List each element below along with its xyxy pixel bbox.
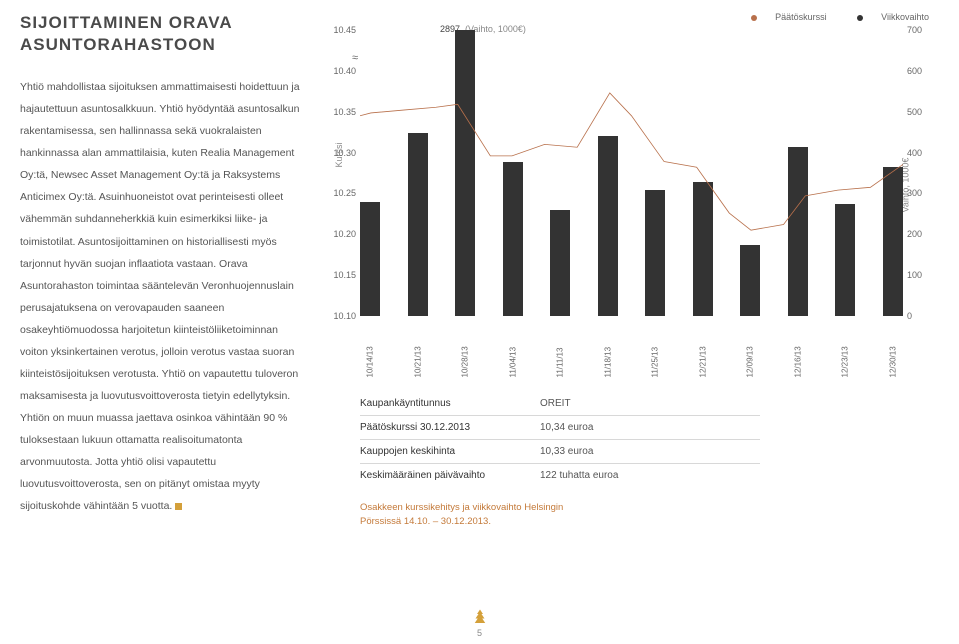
x-tick-label: 12/21/13 — [698, 358, 707, 378]
table-value: 10,33 euroa — [540, 446, 593, 457]
page-title: SIJOITTAMINEN ORAVA ASUNTORAHASTOON — [20, 12, 300, 56]
plot-area — [360, 30, 903, 316]
stock-chart: Kurssi Vaihto, 1000€ 2897 (Vaihto, 1000€… — [360, 30, 903, 330]
y-right-tick: 0 — [907, 311, 931, 321]
table-row: Kauppojen keskihinta10,33 euroa — [360, 440, 760, 464]
y-left-tick: 10.30 — [330, 148, 356, 158]
y-left-tick: 10.20 — [330, 229, 356, 239]
table-value: 122 tuhatta euroa — [540, 470, 618, 481]
y-left-tick: 10.40 — [330, 66, 356, 76]
chart-caption: Osakkeen kurssikehitys ja viikkovaihto H… — [360, 501, 939, 530]
table-row: KaupankäyntitunnusOREIT — [360, 392, 760, 416]
footer: 5 — [471, 608, 489, 638]
paat-dot-icon — [751, 15, 757, 21]
title-line1: SIJOITTAMINEN ORAVA — [20, 13, 233, 32]
y-right-tick: 400 — [907, 148, 931, 158]
page-number: 5 — [471, 628, 489, 638]
body-paragraph: Yhtiö mahdollistaa sijoituksen ammattima… — [20, 76, 300, 517]
y-right-tick: 700 — [907, 25, 931, 35]
table-key: Kauppojen keskihinta — [360, 446, 540, 457]
y-right-tick: 200 — [907, 229, 931, 239]
table-value: OREIT — [540, 398, 571, 409]
viik-dot-icon — [857, 15, 863, 21]
y-left-tick: 10.35 — [330, 107, 356, 117]
chart-legend: Päätöskurssi Viikkovaihto — [723, 12, 929, 22]
y-left-tick: 10.25 — [330, 188, 356, 198]
y-left-tick: 10.15 — [330, 270, 356, 280]
x-axis-labels: 10/14/1310/21/1310/28/1311/04/1311/11/13… — [360, 363, 903, 372]
table-key: Keskimääräinen päivävaihto — [360, 470, 540, 481]
end-square-icon — [175, 503, 182, 510]
x-tick-label: 10/28/13 — [461, 358, 470, 378]
pine-icon — [471, 608, 489, 626]
price-line — [360, 30, 903, 316]
y-right-tick: 100 — [907, 270, 931, 280]
y-right-tick: 300 — [907, 188, 931, 198]
table-row: Päätöskurssi 30.12.201310,34 euroa — [360, 416, 760, 440]
x-tick-label: 11/04/13 — [508, 358, 517, 378]
x-tick-label: 11/25/13 — [651, 358, 660, 378]
title-line2: ASUNTORAHASTOON — [20, 35, 216, 54]
info-table: KaupankäyntitunnusOREITPäätöskurssi 30.1… — [360, 392, 760, 487]
legend-viik: Viikkovaihto — [843, 12, 929, 22]
x-tick-label: 10/21/13 — [413, 358, 422, 378]
y-right-tick: 500 — [907, 107, 931, 117]
y-left-tick: 10.45 — [330, 25, 356, 35]
x-tick-label: 10/14/13 — [366, 358, 375, 378]
y-left-tick: 10.10 — [330, 311, 356, 321]
x-tick-label: 12/09/13 — [746, 358, 755, 378]
table-key: Kaupankäyntitunnus — [360, 398, 540, 409]
table-value: 10,34 euroa — [540, 422, 593, 433]
x-tick-label: 11/18/13 — [603, 358, 612, 378]
x-tick-label: 12/30/13 — [888, 358, 897, 378]
table-row: Keskimääräinen päivävaihto122 tuhatta eu… — [360, 464, 760, 487]
legend-paat: Päätöskurssi — [737, 12, 827, 22]
table-key: Päätöskurssi 30.12.2013 — [360, 422, 540, 433]
x-tick-label: 12/23/13 — [841, 358, 850, 378]
x-tick-label: 12/16/13 — [793, 358, 802, 378]
x-tick-label: 11/11/13 — [556, 358, 565, 378]
y-right-tick: 600 — [907, 66, 931, 76]
axis-break-icon: ≈ — [352, 52, 358, 64]
